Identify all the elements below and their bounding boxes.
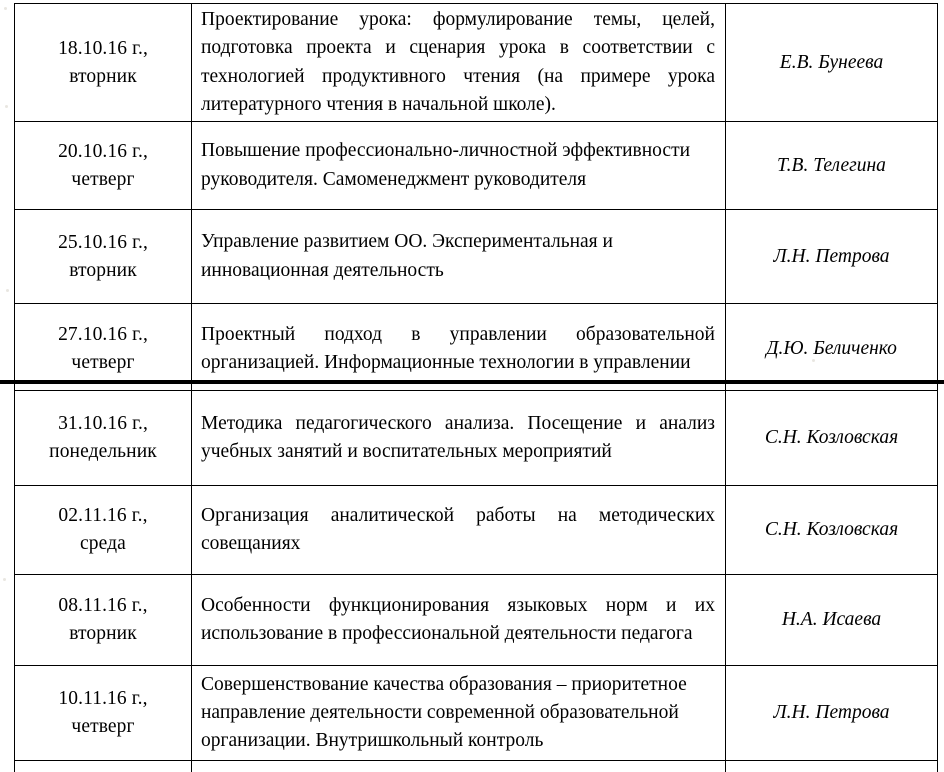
cell-topic: Методика педагогического анализа. Посеще…	[191, 390, 726, 486]
schedule-table-upper: 18.10.16 г., вторник Проектирование урок…	[14, 2, 938, 396]
topic-text: Повышение профессионально-личностной эфф…	[201, 140, 691, 190]
date-text: 25.10.16 г., вторник	[15, 225, 191, 288]
presenter-name: Д.Ю. Беличенко	[766, 338, 897, 360]
date-value: 27.10.16 г.,	[58, 324, 148, 346]
cell-date: 25.10.16 г., вторник	[14, 209, 192, 305]
date-text: 20.10.16 г., четверг	[15, 134, 191, 197]
cell-presenter: Л.Н. Петрова	[725, 665, 938, 761]
scan-speckle	[6, 289, 9, 292]
weekday-value: четверг	[71, 716, 135, 737]
topic-text: Проектирование урока: формулирование тем…	[201, 9, 715, 115]
cell-topic	[191, 760, 726, 772]
weekday-value: вторник	[69, 623, 137, 644]
date-value: 31.10.16 г.,	[58, 413, 148, 435]
cell-topic: Особенности функционирования языковых но…	[191, 574, 726, 666]
cell-date: 20.10.16 г., четверг	[14, 121, 192, 211]
cell-date: 27.10.16 г., четверг	[14, 303, 192, 396]
cell-presenter: С.Н. Козловская	[725, 485, 938, 575]
presenter-name: Т.В. Телегина	[777, 154, 886, 176]
scan-speckle	[232, 358, 235, 361]
presenter-name: Е.В. Бунеева	[779, 51, 884, 73]
cell-topic: Управление развитием ОО. Экспериментальн…	[191, 209, 726, 305]
cell-topic: Проектирование урока: формулирование тем…	[191, 2, 726, 123]
cell-date: 18.10.16 г., вторник	[14, 2, 192, 123]
weekday-value: среда	[80, 533, 126, 554]
date-text: 31.10.16 г., понедельник	[15, 406, 191, 469]
date-text: 08.11.16 г., вторник	[15, 588, 191, 651]
presenter-name: Н.А. Исаева	[781, 609, 882, 631]
presenter-name: С.Н. Козловская	[764, 427, 899, 449]
table-body: 18.10.16 г., вторник Проектирование урок…	[14, 2, 938, 396]
presenter-name: Л.Н. Петрова	[773, 702, 890, 724]
scan-speckle	[812, 359, 815, 362]
date-value: 18.10.16 г.,	[58, 37, 148, 59]
date-value: 08.11.16 г.,	[58, 595, 148, 617]
cell-presenter: Т.В. Телегина	[725, 121, 938, 211]
scan-speckle	[5, 105, 8, 108]
date-value: 25.10.16 г.,	[58, 231, 148, 253]
cell-presenter: Д.Ю. Беличенко	[725, 303, 938, 396]
topic-text: Управление развитием ОО. Экспериментальн…	[201, 231, 613, 281]
table-row: 18.10.16 г., вторник Проектирование урок…	[14, 2, 938, 123]
cell-presenter	[725, 760, 938, 772]
topic-text: Организация аналитической работы на мето…	[201, 504, 715, 554]
cell-date	[14, 760, 192, 772]
weekday-value: четверг	[71, 168, 135, 190]
topic-text: Особенности функционирования языковых но…	[201, 594, 715, 644]
scan-speckle	[3, 578, 6, 581]
cell-date: 02.11.16 г., среда	[14, 485, 192, 575]
cell-topic: Проектный подход в управлении образовате…	[191, 303, 726, 396]
cell-topic: Повышение профессионально-личностной эфф…	[191, 121, 726, 211]
date-text: 27.10.16 г., четверг	[15, 317, 191, 380]
cell-presenter: Е.В. Бунеева	[725, 2, 938, 123]
table-row: 20.10.16 г., четверг Повышение профессио…	[14, 121, 938, 211]
date-text: 18.10.16 г., вторник	[15, 31, 191, 94]
date-value: 10.11.16 г.,	[58, 688, 148, 710]
topic-text: Совершенствование качества образования –…	[201, 673, 687, 752]
weekday-value: четверг	[71, 352, 135, 374]
topic-text: Проектный подход в управлении образовате…	[201, 323, 715, 374]
cell-date: 08.11.16 г., вторник	[14, 574, 192, 666]
table-row: 27.10.16 г., четверг Проектный подход в …	[14, 303, 938, 396]
table-row: 08.11.16 г., вторник Особенности функцио…	[14, 574, 938, 666]
weekday-value: вторник	[69, 65, 137, 87]
table-row: 02.11.16 г., среда Организация аналитиче…	[14, 485, 938, 575]
cell-presenter: Н.А. Исаева	[725, 574, 938, 666]
date-value: 20.10.16 г.,	[58, 140, 148, 162]
page-break-divider	[0, 380, 944, 384]
cell-topic: Совершенствование качества образования –…	[191, 665, 726, 761]
table-row: 31.10.16 г., понедельник Методика педаго…	[14, 390, 938, 486]
table-row-partial	[14, 760, 938, 772]
topic-text: Методика педагогического анализа. Посеще…	[201, 412, 715, 462]
scan-speckle	[398, 360, 401, 363]
presenter-name: С.Н. Козловская	[764, 519, 899, 541]
cell-topic: Организация аналитической работы на мето…	[191, 485, 726, 575]
schedule-table-lower: 31.10.16 г., понедельник Методика педаго…	[14, 390, 938, 772]
date-value: 02.11.16 г.,	[58, 505, 148, 527]
cell-date: 31.10.16 г., понедельник	[14, 390, 192, 486]
table-row: 25.10.16 г., вторник Управление развитие…	[14, 209, 938, 305]
presenter-name: Л.Н. Петрова	[773, 245, 890, 267]
date-text: 02.11.16 г., среда	[15, 498, 191, 561]
scan-speckle	[4, 7, 7, 10]
weekday-value: понедельник	[49, 441, 157, 462]
cell-presenter: Л.Н. Петрова	[725, 209, 938, 305]
date-text: 10.11.16 г., четверг	[15, 681, 191, 744]
cell-presenter: С.Н. Козловская	[725, 390, 938, 486]
table-body: 31.10.16 г., понедельник Методика педаго…	[14, 390, 938, 772]
table-row: 10.11.16 г., четверг Совершенствование к…	[14, 665, 938, 761]
cell-date: 10.11.16 г., четверг	[14, 665, 192, 761]
weekday-value: вторник	[69, 259, 137, 281]
